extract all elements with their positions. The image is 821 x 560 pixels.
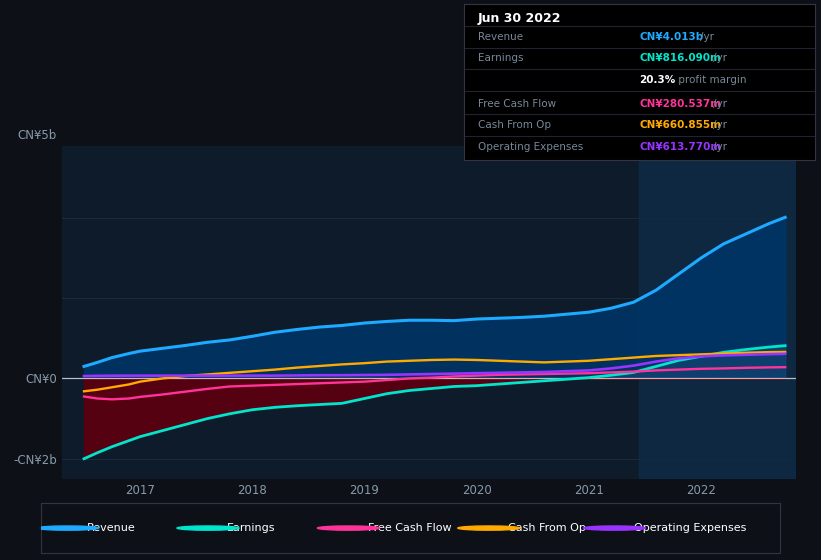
Text: /yr: /yr [700, 31, 714, 41]
Bar [640, 146, 796, 479]
Text: CN¥613.770m: CN¥613.770m [640, 142, 722, 152]
Text: Cash From Op: Cash From Op [508, 523, 586, 533]
Circle shape [177, 526, 239, 530]
Text: 20.3%: 20.3% [640, 75, 676, 85]
Text: CN¥280.537m: CN¥280.537m [640, 99, 722, 109]
Text: Free Cash Flow: Free Cash Flow [368, 523, 452, 533]
Text: profit margin: profit margin [675, 75, 746, 85]
Circle shape [37, 526, 99, 530]
Text: CN¥4.013b: CN¥4.013b [640, 31, 704, 41]
Text: Jun 30 2022: Jun 30 2022 [478, 12, 562, 25]
Circle shape [584, 526, 645, 530]
Text: Earnings: Earnings [227, 523, 276, 533]
Text: CN¥660.855m: CN¥660.855m [640, 120, 722, 130]
Text: CN¥5b: CN¥5b [17, 129, 57, 142]
Text: Earnings: Earnings [478, 53, 524, 63]
Text: Revenue: Revenue [87, 523, 135, 533]
Circle shape [318, 526, 379, 530]
Text: /yr: /yr [713, 142, 727, 152]
Text: Free Cash Flow: Free Cash Flow [478, 99, 556, 109]
Text: Revenue: Revenue [478, 31, 523, 41]
Text: /yr: /yr [713, 53, 727, 63]
Circle shape [458, 526, 520, 530]
Text: Operating Expenses: Operating Expenses [634, 523, 746, 533]
Text: Operating Expenses: Operating Expenses [478, 142, 583, 152]
Text: Cash From Op: Cash From Op [478, 120, 551, 130]
Text: CN¥816.090m: CN¥816.090m [640, 53, 722, 63]
Text: /yr: /yr [713, 120, 727, 130]
Text: /yr: /yr [713, 99, 727, 109]
